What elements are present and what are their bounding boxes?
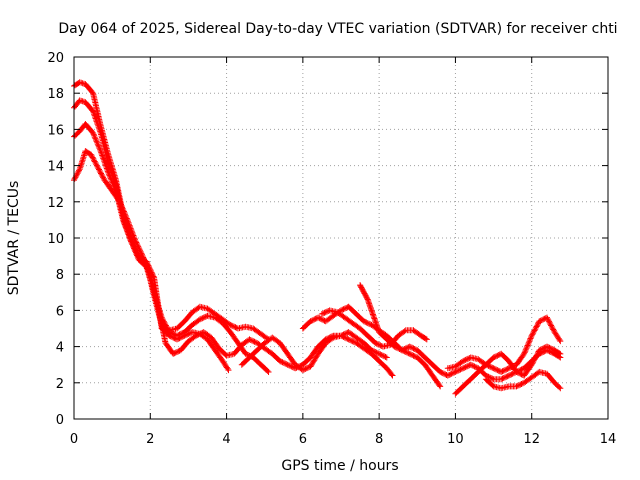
series-track-1 — [71, 79, 272, 343]
x-tick-label: 10 — [447, 432, 464, 447]
x-tick-label: 2 — [146, 432, 154, 447]
x-tick-label: 4 — [222, 432, 230, 447]
series-track-10 — [452, 343, 564, 397]
chart-title: Day 064 of 2025, Sidereal Day-to-day VTE… — [58, 21, 617, 37]
plus-marker-trail — [71, 97, 272, 375]
y-tick-label: 16 — [47, 123, 64, 138]
plus-marker-trail — [238, 329, 390, 374]
series-track-4 — [71, 148, 396, 379]
y-tick-label: 10 — [47, 232, 64, 247]
x-axis-label: GPS time / hours — [281, 458, 398, 474]
x-tick-label: 14 — [600, 432, 617, 447]
series-track-5 — [238, 329, 390, 374]
x-tick-label: 8 — [375, 432, 383, 447]
x-tick-label: 12 — [523, 432, 540, 447]
y-tick-label: 12 — [47, 196, 64, 211]
plus-marker-trail — [482, 368, 564, 392]
x-tick-label: 6 — [299, 432, 307, 447]
data-points — [71, 79, 564, 397]
y-tick-label: 20 — [47, 51, 64, 66]
plus-marker-trail — [71, 148, 396, 379]
y-axis-label: SDTVAR / TECUs — [6, 181, 22, 296]
series-track-11 — [482, 368, 564, 392]
y-tick-label: 2 — [56, 377, 64, 392]
axis-ticks: 0 2 4 6 8 10 12 14 0 2 4 6 8 10 12 14 16 18 20 — [47, 51, 616, 447]
y-tick-label: 8 — [56, 268, 64, 283]
plus-marker-trail — [452, 343, 564, 397]
series-track-2 — [71, 97, 272, 375]
y-tick-label: 18 — [47, 87, 64, 102]
plus-marker-trail — [71, 79, 272, 343]
y-tick-label: 14 — [47, 160, 64, 175]
y-tick-label: 6 — [56, 304, 64, 319]
y-tick-label: 4 — [56, 341, 64, 356]
x-tick-label: 0 — [70, 432, 78, 447]
y-tick-label: 0 — [56, 413, 64, 428]
